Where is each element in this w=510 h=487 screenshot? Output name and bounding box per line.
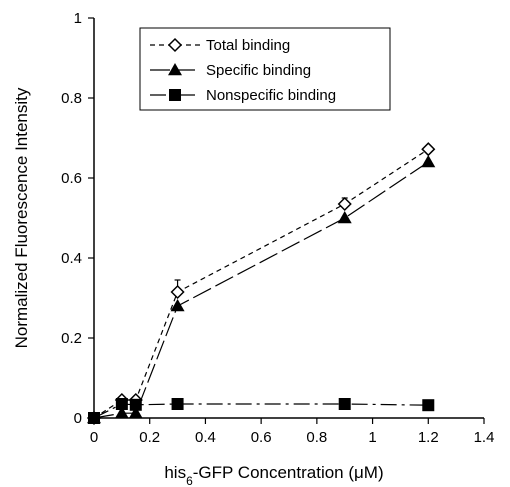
series-total-binding xyxy=(93,146,432,419)
x-tick-label: 0 xyxy=(90,429,98,446)
legend-label: Specific binding xyxy=(206,62,311,79)
data-point xyxy=(170,284,185,300)
series-nonspecific-binding xyxy=(93,403,429,419)
data-point xyxy=(421,155,436,168)
x-tick-label: 1 xyxy=(368,429,376,446)
y-tick-label: 0.8 xyxy=(61,90,82,107)
data-point xyxy=(115,398,128,410)
data-point xyxy=(422,399,435,412)
data-point xyxy=(128,406,143,419)
legend: Total binding Specific binding Nonspecific… xyxy=(139,27,391,111)
legend-box xyxy=(139,27,391,111)
axes xyxy=(93,18,484,419)
legend-label: Total binding xyxy=(206,37,290,54)
data-point xyxy=(114,406,129,419)
x-tick-label: 0.6 xyxy=(251,429,272,446)
data-point xyxy=(129,398,142,411)
legend-marker xyxy=(169,89,181,101)
y-tick-label: 0.2 xyxy=(61,330,82,347)
markers-total-binding xyxy=(86,142,436,426)
series-line xyxy=(93,161,429,419)
data-point xyxy=(338,398,351,410)
x-tick-label: 1.4 xyxy=(474,429,495,446)
data-point xyxy=(421,142,436,157)
data-point xyxy=(170,299,185,312)
x-tick-label: 0.8 xyxy=(306,429,327,446)
x-tick-label: 0.4 xyxy=(195,429,216,446)
data-point xyxy=(337,196,352,212)
ticks: 0 0.2 0.4 0.6 0.8 1 1.2 1.4 0 0.2 0.4 0.6 0.8 1 xyxy=(61,10,494,446)
y-tick-label: 1 xyxy=(74,10,82,27)
x-tick-label: 0.2 xyxy=(139,429,160,446)
y-tick-label: 0 xyxy=(74,410,82,427)
y-axis-title: Normalized Fluorescence Intensity xyxy=(12,87,31,348)
series-line xyxy=(93,148,429,419)
y-tick-label: 0.6 xyxy=(61,170,82,187)
x-tick-label: 1.2 xyxy=(418,429,439,446)
y-tick-label: 0.4 xyxy=(61,250,82,267)
markers-specific-binding xyxy=(87,155,436,424)
data-point xyxy=(171,398,184,410)
x-axis-title: his6-GFP Concentration (μM) xyxy=(164,463,383,487)
legend-label: Nonspecific binding xyxy=(206,87,336,104)
series-specific-binding xyxy=(93,161,429,419)
data-point xyxy=(337,211,352,224)
legend-marker xyxy=(168,63,182,76)
legend-marker xyxy=(167,37,183,53)
series-line xyxy=(93,403,429,419)
plot-area xyxy=(86,142,436,426)
